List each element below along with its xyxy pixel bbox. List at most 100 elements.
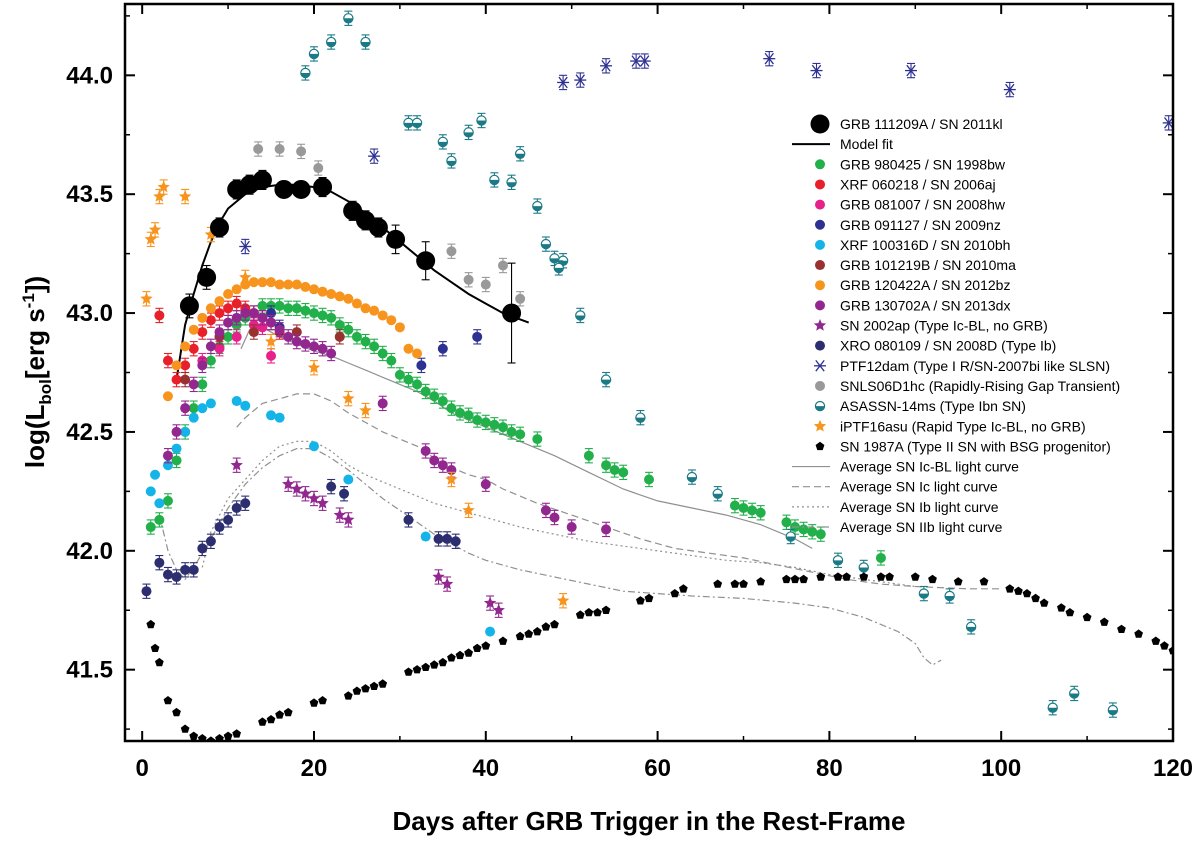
- data-point: [584, 608, 594, 617]
- data-point: [833, 572, 843, 581]
- data-point: [515, 293, 526, 304]
- legend-label: Average SN Ic-BL light curve: [840, 459, 1019, 475]
- data-point: [197, 267, 217, 287]
- legend-label: GRB 130702A / SN 2013dx: [840, 297, 1010, 313]
- data-point: [257, 300, 268, 311]
- halfcircle-fill: [300, 72, 310, 78]
- data-point: [344, 691, 353, 700]
- data-point: [283, 303, 294, 314]
- data-point: [313, 177, 333, 197]
- data-point: [326, 481, 337, 492]
- data-point: [300, 67, 311, 79]
- data-point: [437, 136, 449, 148]
- legend-marker: [815, 219, 825, 230]
- data-point: [231, 284, 242, 295]
- halfcircle-fill: [464, 132, 474, 137]
- legend-entry-avg_iib: Average SN IIb light curve: [792, 519, 1003, 535]
- legend-entry-sn2009nz: GRB 091127 / SN 2009nz: [815, 217, 1001, 233]
- data-point: [636, 596, 645, 605]
- data-point: [274, 144, 285, 155]
- data-point: [979, 577, 989, 586]
- halfcircle-fill: [412, 122, 422, 128]
- data-point: [326, 289, 337, 300]
- data-point: [515, 631, 525, 641]
- data-point: [1031, 593, 1040, 603]
- data-point: [670, 589, 680, 598]
- data-point: [446, 403, 457, 414]
- legend-label: GRB 120422A / SN 2012bz: [840, 277, 1010, 293]
- data-point: [1047, 702, 1058, 713]
- data-point: [180, 403, 191, 414]
- data-point: [223, 317, 234, 328]
- data-point: [549, 512, 560, 523]
- data-point: [404, 667, 413, 676]
- data-point: [447, 653, 456, 662]
- data-point: [209, 217, 229, 237]
- legend-label: XRO 080109 / SN 2008D (Type Ib): [840, 338, 1056, 354]
- series-sn1998bw: [145, 298, 886, 566]
- data-point: [171, 443, 182, 454]
- data-point: [197, 403, 208, 414]
- data-point: [644, 593, 654, 603]
- data-point: [455, 650, 465, 660]
- data-point: [377, 348, 388, 359]
- halfcircle-fill: [575, 315, 585, 321]
- data-point: [148, 223, 162, 236]
- x-axis-title: Days after GRB Trigger in the Rest-Frame: [393, 806, 906, 836]
- legend-entry-avg_icbl: Average SN Ic-BL light curve: [792, 459, 1019, 475]
- data-point: [368, 150, 381, 162]
- legend-entry-sn2010ma: GRB 101219B / SN 2010ma: [815, 257, 1016, 273]
- data-point: [223, 331, 234, 342]
- legend-label: Average SN Ib light curve: [840, 499, 999, 515]
- data-point: [601, 460, 612, 471]
- x-tick-label: 120: [1153, 755, 1193, 782]
- asterisk-stroke: [764, 52, 774, 65]
- halfcircle-fill: [489, 179, 499, 185]
- data-point: [394, 322, 405, 333]
- data-point: [157, 180, 170, 193]
- legend-label: GRB 101219B / SN 2010ma: [840, 257, 1016, 273]
- data-point: [150, 469, 161, 480]
- data-point: [416, 251, 436, 271]
- data-point: [313, 163, 324, 174]
- data-point: [188, 343, 199, 354]
- series-sn2002ap: [230, 457, 505, 618]
- data-point: [464, 648, 473, 657]
- data-point: [223, 731, 233, 740]
- data-point: [566, 522, 577, 533]
- data-point: [416, 360, 427, 371]
- data-point: [810, 64, 823, 77]
- data-point: [638, 55, 651, 67]
- asterisk-stroke: [558, 76, 568, 89]
- data-point: [429, 391, 440, 402]
- data-point: [575, 610, 585, 619]
- series-sn2013dx: [162, 305, 612, 538]
- data-point: [205, 536, 216, 547]
- data-point: [1160, 641, 1169, 650]
- data-point: [782, 574, 791, 584]
- data-point: [291, 303, 302, 314]
- data-point: [420, 386, 431, 397]
- asterisk-stroke: [575, 74, 585, 86]
- asterisk-stroke: [369, 150, 379, 162]
- data-point: [583, 450, 594, 461]
- data-point: [411, 117, 423, 129]
- data-point: [429, 660, 439, 669]
- data-point: [747, 505, 758, 516]
- legend-entry-sn1987a: SN 1987A (Type II SN with BSG progenitor…: [815, 438, 1111, 454]
- data-point: [360, 36, 371, 48]
- halfcircle-fill: [713, 493, 723, 499]
- data-point: [326, 348, 337, 359]
- data-point: [215, 734, 224, 741]
- data-point: [574, 74, 587, 86]
- data-point: [197, 312, 208, 323]
- data-point: [497, 260, 508, 271]
- data-point: [240, 308, 251, 319]
- data-point: [575, 310, 586, 321]
- data-point: [171, 455, 182, 466]
- data-point: [489, 174, 500, 186]
- legend-label: GRB 111209A / SN 2011kl: [840, 116, 1003, 132]
- legend-label: XRF 100316D / SN 2010bh: [840, 237, 1010, 253]
- data-point: [429, 455, 440, 466]
- data-point: [334, 319, 345, 330]
